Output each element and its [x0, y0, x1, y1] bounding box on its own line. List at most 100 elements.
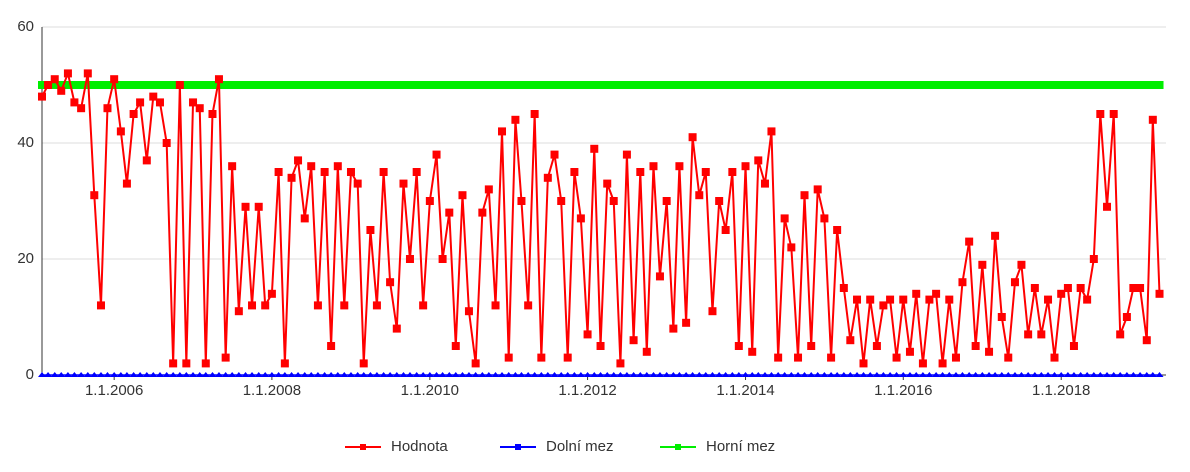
- marker: [511, 115, 520, 124]
- marker: [280, 359, 289, 368]
- marker: [195, 81, 204, 89]
- marker: [820, 214, 829, 223]
- marker: [701, 81, 710, 89]
- marker: [63, 81, 72, 89]
- marker: [662, 81, 671, 89]
- marker: [504, 372, 513, 377]
- marker: [800, 372, 809, 377]
- marker: [175, 372, 184, 377]
- marker: [603, 179, 612, 188]
- marker: [83, 69, 92, 78]
- marker: [70, 372, 79, 377]
- marker: [129, 81, 138, 89]
- marker: [90, 81, 99, 89]
- marker: [504, 353, 513, 362]
- marker: [866, 372, 875, 377]
- marker: [971, 81, 980, 89]
- marker: [662, 197, 671, 205]
- marker: [169, 81, 178, 89]
- marker: [813, 81, 822, 89]
- marker: [1004, 353, 1013, 362]
- marker: [491, 81, 500, 89]
- marker: [991, 81, 1000, 89]
- marker: [576, 81, 585, 89]
- marker: [728, 168, 737, 176]
- marker: [971, 342, 980, 350]
- marker: [748, 347, 757, 356]
- y-tick-label: 60: [17, 18, 34, 35]
- marker: [57, 86, 66, 95]
- marker: [189, 81, 198, 89]
- marker: [221, 353, 230, 362]
- marker: [760, 372, 769, 377]
- marker: [419, 301, 428, 310]
- marker: [965, 372, 974, 377]
- marker: [965, 81, 974, 89]
- marker: [254, 81, 263, 89]
- marker: [438, 255, 447, 263]
- marker: [294, 81, 303, 89]
- marker: [1063, 284, 1072, 292]
- marker: [655, 272, 664, 281]
- marker: [675, 372, 684, 377]
- marker: [669, 372, 678, 377]
- y-tick-label: 0: [26, 366, 34, 383]
- marker: [248, 81, 257, 89]
- marker: [1155, 372, 1164, 377]
- marker: [432, 150, 441, 159]
- marker: [425, 197, 434, 205]
- marker: [872, 81, 881, 89]
- marker: [978, 260, 987, 269]
- marker: [517, 197, 526, 205]
- marker: [189, 372, 198, 377]
- marker: [682, 372, 691, 377]
- marker: [320, 372, 329, 377]
- marker: [333, 162, 342, 171]
- marker: [557, 197, 566, 205]
- marker: [813, 185, 822, 194]
- marker: [570, 81, 579, 89]
- marker: [563, 81, 572, 89]
- marker: [1155, 81, 1164, 89]
- marker: [662, 372, 671, 377]
- marker: [201, 81, 210, 89]
- marker: [524, 372, 533, 377]
- marker: [636, 81, 645, 89]
- marker: [1122, 372, 1131, 377]
- marker: [629, 372, 638, 377]
- marker: [142, 156, 151, 165]
- marker: [129, 110, 138, 118]
- marker: [504, 81, 513, 89]
- marker: [1069, 372, 1078, 377]
- marker: [399, 372, 408, 377]
- marker: [932, 81, 941, 89]
- marker: [1116, 372, 1125, 377]
- marker: [201, 372, 210, 377]
- marker: [827, 81, 836, 89]
- marker: [1103, 81, 1112, 89]
- marker: [445, 372, 454, 377]
- marker: [287, 173, 296, 182]
- marker: [392, 81, 401, 89]
- marker: [807, 372, 816, 377]
- marker: [669, 81, 678, 89]
- marker: [280, 81, 289, 89]
- marker: [945, 295, 954, 304]
- marker: [359, 359, 368, 368]
- marker: [609, 81, 618, 89]
- marker: [1044, 81, 1053, 89]
- marker: [537, 81, 546, 89]
- marker: [484, 372, 493, 377]
- marker: [169, 372, 178, 377]
- marker: [767, 372, 776, 377]
- marker: [807, 81, 816, 89]
- marker: [372, 301, 381, 310]
- marker: [833, 226, 842, 234]
- marker: [636, 372, 645, 377]
- marker: [399, 179, 408, 188]
- marker: [1076, 372, 1085, 377]
- marker: [734, 372, 743, 377]
- marker: [1050, 353, 1059, 362]
- marker: [214, 372, 223, 377]
- marker: [464, 81, 473, 89]
